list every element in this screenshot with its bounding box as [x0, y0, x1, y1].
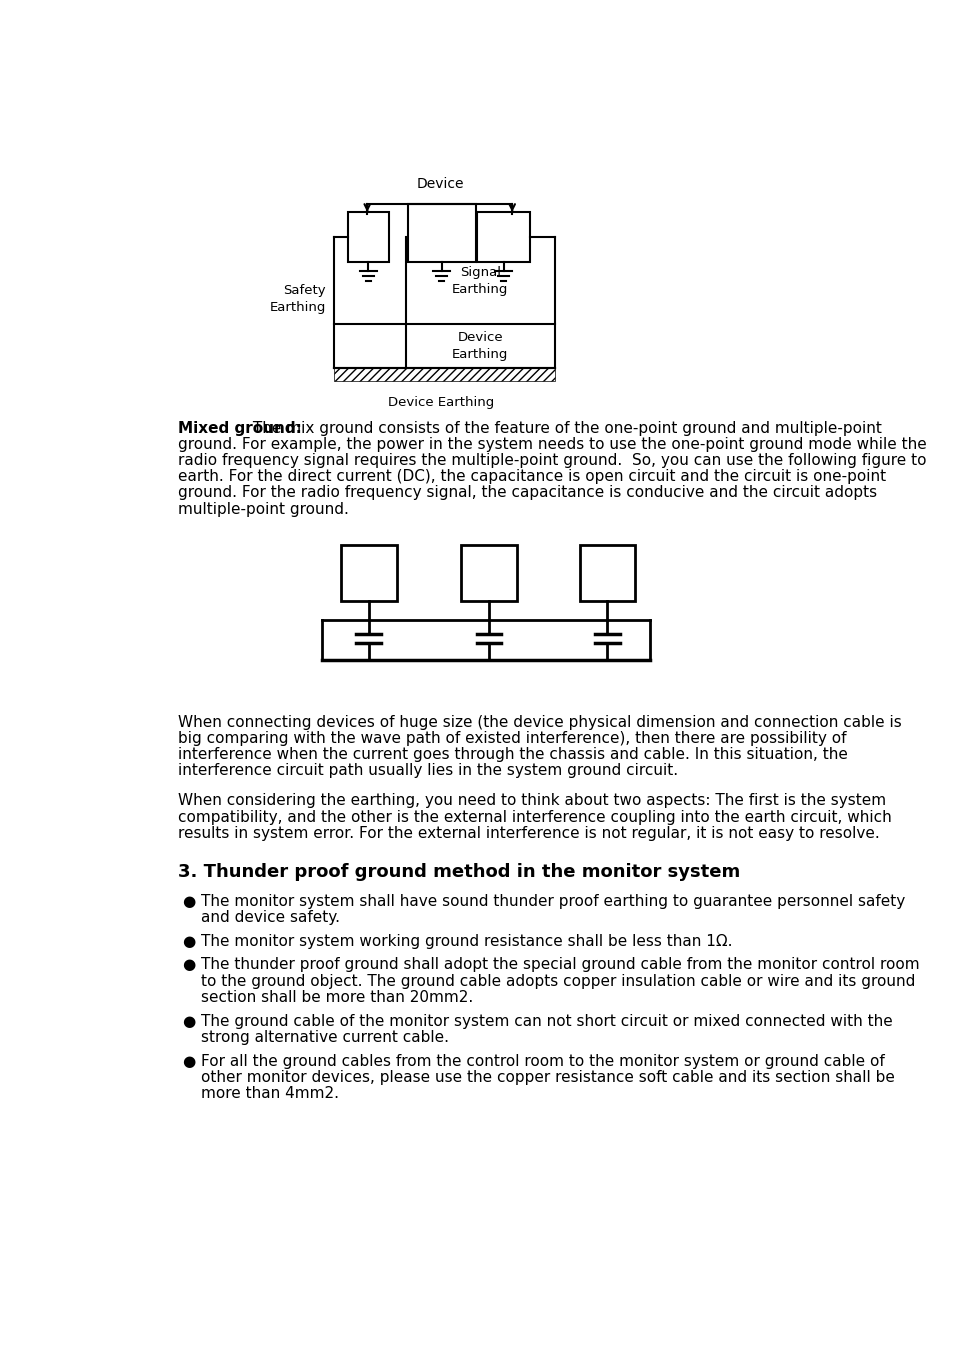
- Text: radio frequency signal requires the multiple-point ground.  So, you can use the : radio frequency signal requires the mult…: [178, 454, 925, 468]
- Text: ●: ●: [182, 1053, 195, 1069]
- Text: section shall be more than 20mm2.: section shall be more than 20mm2.: [201, 990, 473, 1004]
- Text: interference circuit path usually lies in the system ground circuit.: interference circuit path usually lies i…: [178, 763, 678, 779]
- Text: ●: ●: [182, 957, 195, 972]
- Bar: [334, 369, 555, 381]
- Text: Safety
Earthing: Safety Earthing: [270, 284, 326, 315]
- Text: Device Earthing: Device Earthing: [387, 396, 494, 409]
- Text: and device safety.: and device safety.: [201, 910, 340, 925]
- Text: ●: ●: [182, 1014, 195, 1029]
- Text: The ground cable of the monitor system can not short circuit or mixed connected : The ground cable of the monitor system c…: [201, 1014, 892, 1029]
- Bar: [460, 545, 517, 601]
- Text: to the ground object. The ground cable adopts copper insulation cable or wire an: to the ground object. The ground cable a…: [201, 973, 915, 988]
- Text: ground. For the radio frequency signal, the capacitance is conducive and the cir: ground. For the radio frequency signal, …: [178, 486, 877, 501]
- Bar: [340, 545, 396, 601]
- Bar: [579, 545, 635, 601]
- Text: other monitor devices, please use the copper resistance soft cable and its secti: other monitor devices, please use the co…: [201, 1069, 894, 1085]
- Text: multiple-point ground.: multiple-point ground.: [178, 502, 349, 517]
- Text: When considering the earthing, you need to think about two aspects: The first is: When considering the earthing, you need …: [178, 794, 885, 809]
- Text: 3. Thunder proof ground method in the monitor system: 3. Thunder proof ground method in the mo…: [178, 863, 740, 880]
- Text: earth. For the direct current (DC), the capacitance is open circuit and the circ: earth. For the direct current (DC), the …: [178, 470, 885, 485]
- Text: The monitor system working ground resistance shall be less than 1Ω.: The monitor system working ground resist…: [201, 934, 732, 949]
- Text: The monitor system shall have sound thunder proof earthing to guarantee personne: The monitor system shall have sound thun…: [201, 894, 904, 909]
- Text: Device
Earthing: Device Earthing: [452, 331, 508, 360]
- Bar: [348, 212, 389, 262]
- Text: Signal
Earthing: Signal Earthing: [452, 266, 508, 296]
- Text: ●: ●: [182, 894, 195, 909]
- Text: interference when the current goes through the chassis and cable. In this situat: interference when the current goes throu…: [178, 747, 847, 763]
- Text: more than 4mm2.: more than 4mm2.: [201, 1085, 339, 1102]
- Bar: [476, 212, 530, 262]
- Text: Mixed ground:: Mixed ground:: [178, 421, 302, 436]
- Text: ground. For example, the power in the system needs to use the one-point ground m: ground. For example, the power in the sy…: [178, 437, 926, 452]
- Text: The mix ground consists of the feature of the one-point ground and multiple-poin: The mix ground consists of the feature o…: [248, 421, 881, 436]
- Text: When connecting devices of huge size (the device physical dimension and connecti: When connecting devices of huge size (th…: [178, 716, 901, 730]
- Text: Device: Device: [416, 177, 464, 192]
- Text: For all the ground cables from the control room to the monitor system or ground : For all the ground cables from the contr…: [201, 1053, 884, 1069]
- Text: results in system error. For the external interference is not regular, it is not: results in system error. For the externa…: [178, 826, 879, 841]
- Text: The thunder proof ground shall adopt the special ground cable from the monitor c: The thunder proof ground shall adopt the…: [201, 957, 919, 972]
- Bar: [407, 204, 476, 262]
- Text: ●: ●: [182, 934, 195, 949]
- Text: big comparing with the wave path of existed interference), then there are possib: big comparing with the wave path of exis…: [178, 732, 845, 747]
- Text: compatibility, and the other is the external interference coupling into the eart: compatibility, and the other is the exte…: [178, 810, 891, 825]
- Text: strong alternative current cable.: strong alternative current cable.: [201, 1030, 449, 1045]
